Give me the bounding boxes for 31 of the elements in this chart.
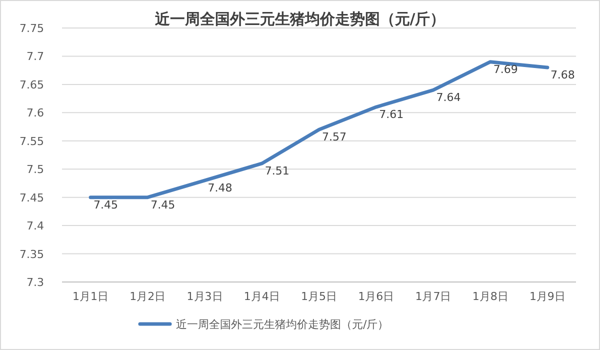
y-tick-label: 7.3 bbox=[26, 276, 44, 289]
x-tick-label: 1月3日 bbox=[186, 290, 223, 303]
y-tick-label: 7.75 bbox=[20, 22, 44, 35]
data-label: 7.57 bbox=[322, 130, 346, 144]
y-tick-label: 7.45 bbox=[20, 191, 44, 204]
data-label: 7.64 bbox=[436, 91, 461, 104]
line-series bbox=[88, 60, 550, 200]
chart-title: 近一周全国外三元生猪均价走势图（元/斤） bbox=[154, 10, 446, 28]
legend-label: 近一周全国外三元生猪均价走势图（元/斤） bbox=[176, 318, 389, 331]
data-label: 7.48 bbox=[208, 181, 232, 194]
y-tick-label: 7.6 bbox=[26, 106, 44, 120]
y-tick-label: 7.4 bbox=[26, 220, 44, 233]
x-tick-label: 1月8日 bbox=[472, 290, 508, 303]
y-tick-label: 7.35 bbox=[20, 248, 44, 261]
y-tick-label: 7.7 bbox=[26, 50, 44, 64]
x-tick-label: 1月2日 bbox=[130, 290, 166, 303]
x-tick-label: 1月1日 bbox=[72, 290, 109, 303]
x-tick-label: 1月4日 bbox=[244, 290, 280, 303]
data-label: 7.69 bbox=[493, 62, 518, 76]
y-tick-label: 7.55 bbox=[20, 134, 44, 148]
x-tick-label: 1月7日 bbox=[415, 290, 452, 303]
data-label: 7.61 bbox=[379, 108, 404, 122]
x-tick-label: 1月6日 bbox=[358, 290, 394, 303]
data-label: 7.51 bbox=[264, 164, 290, 178]
x-tick-label: 1月5日 bbox=[301, 290, 337, 303]
y-tick-label: 7.65 bbox=[20, 78, 44, 92]
data-label: 7.68 bbox=[550, 68, 575, 82]
y-tick-label: 7.5 bbox=[26, 163, 44, 176]
data-label: 7.45 bbox=[94, 198, 118, 212]
x-tick-label: 1月9日 bbox=[529, 290, 566, 303]
data-label: 7.45 bbox=[150, 198, 176, 212]
